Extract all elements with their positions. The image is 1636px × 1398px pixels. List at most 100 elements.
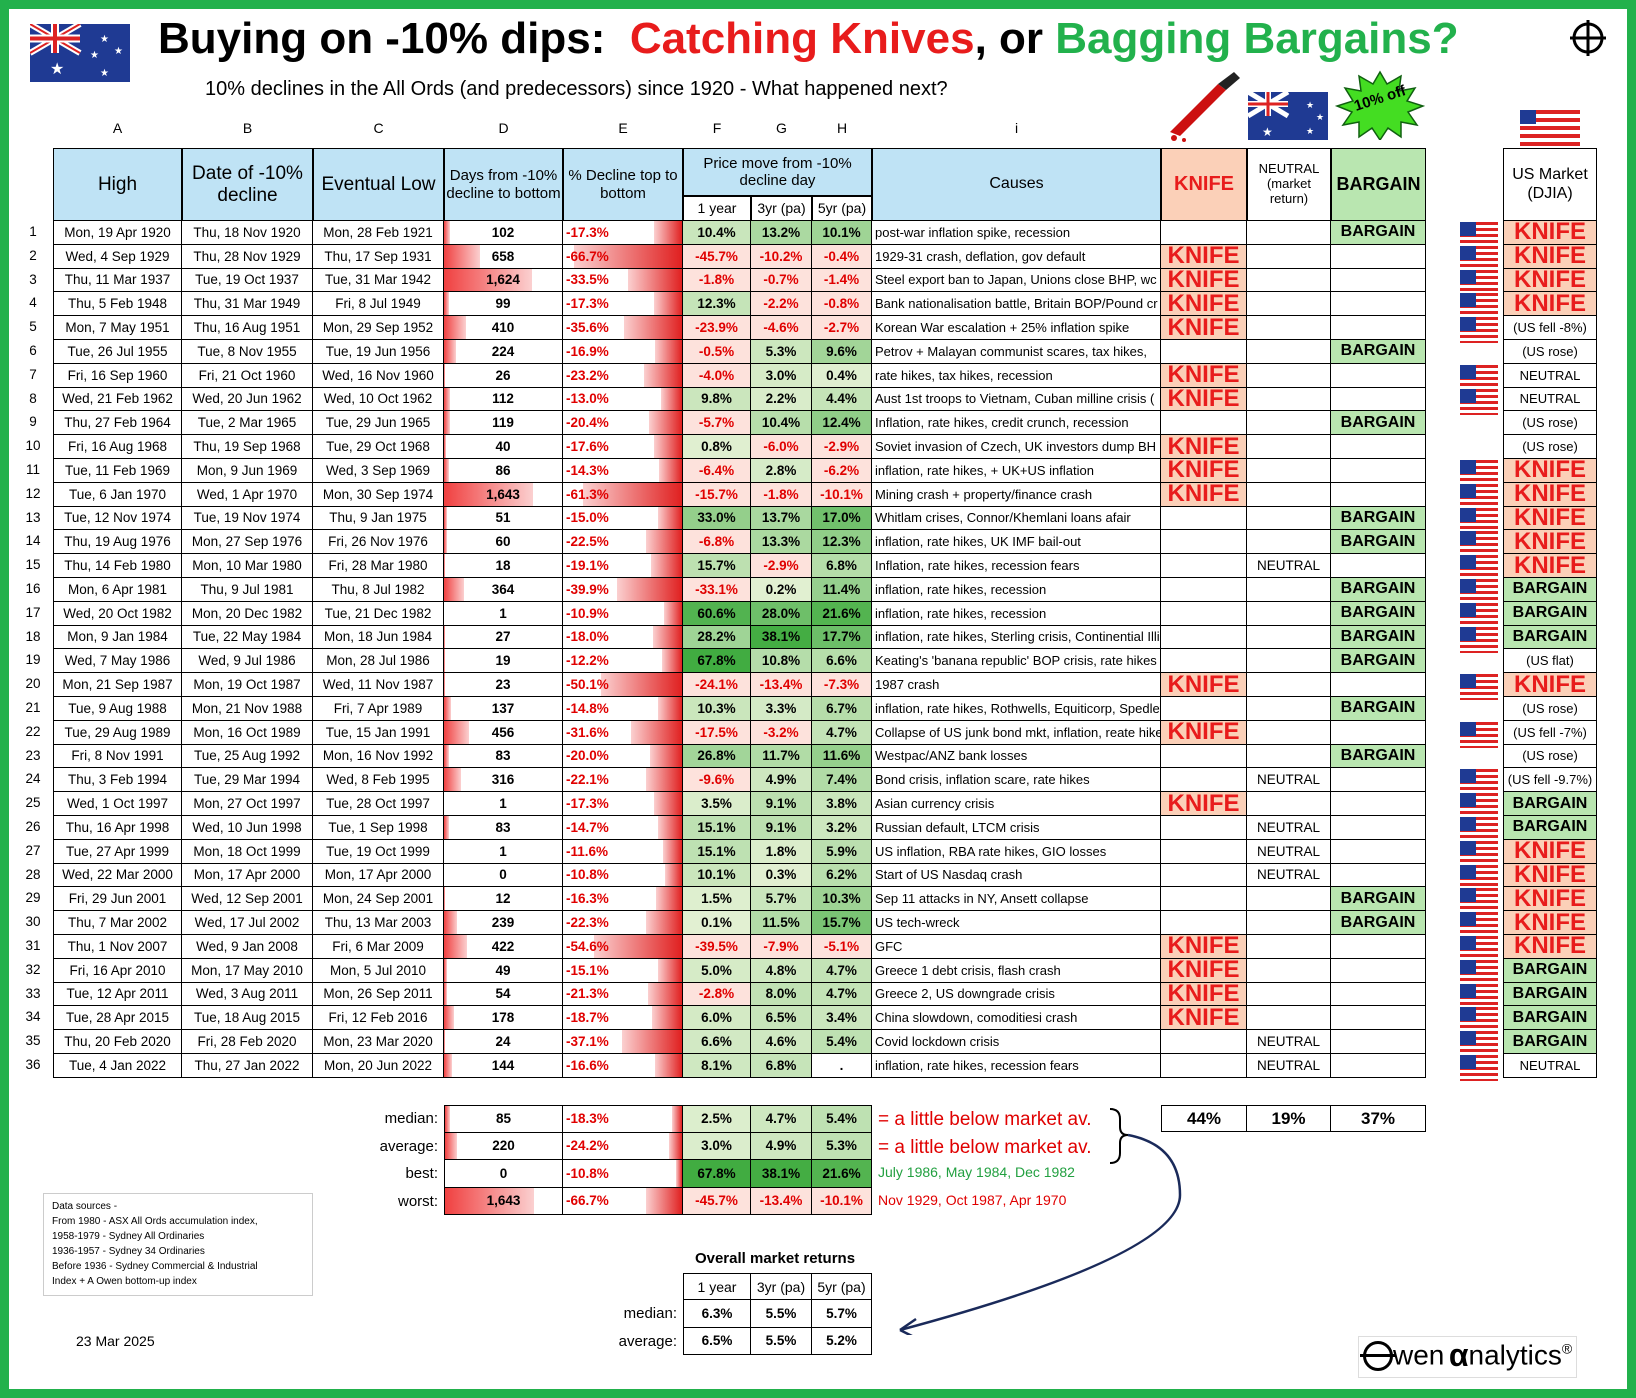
days-bar <box>444 363 446 387</box>
cell-us-market: NEUTRAL <box>1503 363 1597 388</box>
cell-us-market: KNIFE <box>1503 935 1597 959</box>
pct-value: -14.3% <box>566 462 609 478</box>
cell-cause: 1987 crash <box>872 673 1161 697</box>
cell-pct: -66.7% <box>563 244 683 269</box>
cell-bargain <box>1331 839 1426 864</box>
row-number: 4 <box>29 295 37 311</box>
cell-cause: post-war inflation spike, recession <box>872 221 1161 245</box>
cell-low-date: Tue, 21 Dec 1982 <box>313 601 444 626</box>
cell-pct: -17.3% <box>563 792 683 816</box>
cell-y3: -7.9% <box>751 935 812 959</box>
cell-y3: 0.2% <box>751 578 812 602</box>
cell-high: Mon, 9 Jan 1984 <box>53 625 182 650</box>
summary-y3: 38.1% <box>751 1160 812 1188</box>
cell-knife <box>1161 1054 1247 1078</box>
cell-knife <box>1161 601 1247 626</box>
cell-cause: inflation, rate hikes, recession <box>872 601 1161 626</box>
cell-y3: 1.8% <box>751 839 812 864</box>
cell-y3: 6.5% <box>751 1006 812 1031</box>
row-number: 35 <box>25 1033 41 1049</box>
header-3yr: 3yr (pa) <box>751 196 812 221</box>
cell-y1: 15.1% <box>683 839 751 864</box>
days-bar <box>444 482 534 506</box>
cell-cause: inflation, rate hikes, UK IMF bail-out <box>872 530 1161 555</box>
us-flag <box>1460 602 1498 629</box>
cell-pct: -14.3% <box>563 459 683 483</box>
cell-y5: 4.7% <box>812 958 872 983</box>
cell-bargain <box>1331 816 1426 840</box>
cell-low-date: Thu, 17 Sep 1931 <box>313 244 444 269</box>
cell-low-date: Fri, 12 Feb 2016 <box>313 1006 444 1031</box>
us-flag <box>1460 721 1498 748</box>
cell-decline-date: Wed, 3 Aug 2011 <box>182 982 313 1007</box>
cell-y1: -2.8% <box>683 982 751 1007</box>
cell-high: Wed, 20 Oct 1982 <box>53 601 182 626</box>
summary-label: best: <box>405 1165 438 1182</box>
cell-y3: 38.1% <box>751 625 812 650</box>
column-letter: C <box>373 120 384 136</box>
cell-y1: 3.5% <box>683 792 751 816</box>
summary-y3: 4.9% <box>751 1132 812 1160</box>
cell-neutral <box>1247 673 1331 697</box>
pct-value: -54.6% <box>566 938 609 954</box>
cell-y3: 3.3% <box>751 697 812 721</box>
cell-pct: -39.9% <box>563 578 683 602</box>
cell-us-market: NEUTRAL <box>1503 1054 1597 1078</box>
cell-days: 60 <box>444 530 563 555</box>
cell-us-market: (US fell -7%) <box>1503 720 1597 745</box>
pct-bar <box>655 1054 682 1077</box>
row-number: 18 <box>25 628 41 644</box>
cell-y3: -1.8% <box>751 482 812 507</box>
cell-high: Tue, 4 Jan 2022 <box>53 1054 182 1078</box>
us-flag <box>1460 579 1498 605</box>
days-value: 316 <box>491 772 515 788</box>
pct-value: -35.6% <box>566 320 609 336</box>
cell-low-date: Wed, 10 Oct 1962 <box>313 387 444 412</box>
cell-low-date: Mon, 24 Sep 2001 <box>313 887 444 912</box>
cell-cause: rate hikes, tax hikes, recession <box>872 363 1161 388</box>
cell-high: Tue, 12 Nov 1974 <box>53 506 182 531</box>
column-letter: F <box>712 120 722 136</box>
days-value: 99 <box>495 296 511 312</box>
cell-bargain <box>1331 935 1426 959</box>
pct-value: -61.3% <box>566 486 609 502</box>
cell-y5: 3.4% <box>812 1006 872 1031</box>
days-value: 658 <box>491 248 515 264</box>
cell-knife <box>1161 839 1247 864</box>
summary-label: median: <box>384 1110 438 1127</box>
cell-bargain: BARGAIN <box>1331 649 1426 674</box>
cell-y1: -1.8% <box>683 268 751 293</box>
header-us-market: US Market (DJIA) <box>1503 148 1597 221</box>
cell-days: 239 <box>444 911 563 935</box>
cell-us-market: BARGAIN <box>1503 1006 1597 1031</box>
market-returns-col-header: 1 year <box>683 1273 751 1300</box>
pct-bar <box>647 982 682 1006</box>
pct-value: -22.1% <box>566 772 609 788</box>
source-line: From 1980 - ASX All Ords accumulation in… <box>52 1216 258 1227</box>
column-letter: E <box>618 120 628 136</box>
cell-neutral <box>1247 720 1331 745</box>
cell-y5: -2.7% <box>812 316 872 340</box>
cell-high: Fri, 16 Aug 1968 <box>53 435 182 459</box>
cell-y3: 6.8% <box>751 1054 812 1078</box>
summary-note: July 1986, May 1984, Dec 1982 <box>878 1164 1075 1180</box>
cell-y5: 6.6% <box>812 649 872 674</box>
cell-decline-date: Wed, 9 Jul 1986 <box>182 649 313 674</box>
pct-value: -15.1% <box>566 962 609 978</box>
summary-y1: 2.5% <box>683 1105 751 1133</box>
cell-neutral <box>1247 221 1331 245</box>
cell-us-market: (US fell -9.7%) <box>1503 768 1597 793</box>
cell-us-market: KNIFE <box>1503 221 1597 245</box>
row-number: 12 <box>25 485 41 501</box>
cell-decline-date: Tue, 8 Nov 1955 <box>182 340 313 364</box>
cell-us-market: (US rose) <box>1503 340 1597 364</box>
cell-days: 23 <box>444 673 563 697</box>
cell-neutral <box>1247 649 1331 674</box>
cell-knife <box>1161 340 1247 364</box>
cell-pct: -23.2% <box>563 363 683 388</box>
pct-value: -21.3% <box>566 986 609 1002</box>
cell-bargain: BARGAIN <box>1331 578 1426 602</box>
cell-neutral <box>1247 459 1331 483</box>
cell-y3: -6.0% <box>751 435 812 459</box>
days-value: 23 <box>495 677 511 693</box>
